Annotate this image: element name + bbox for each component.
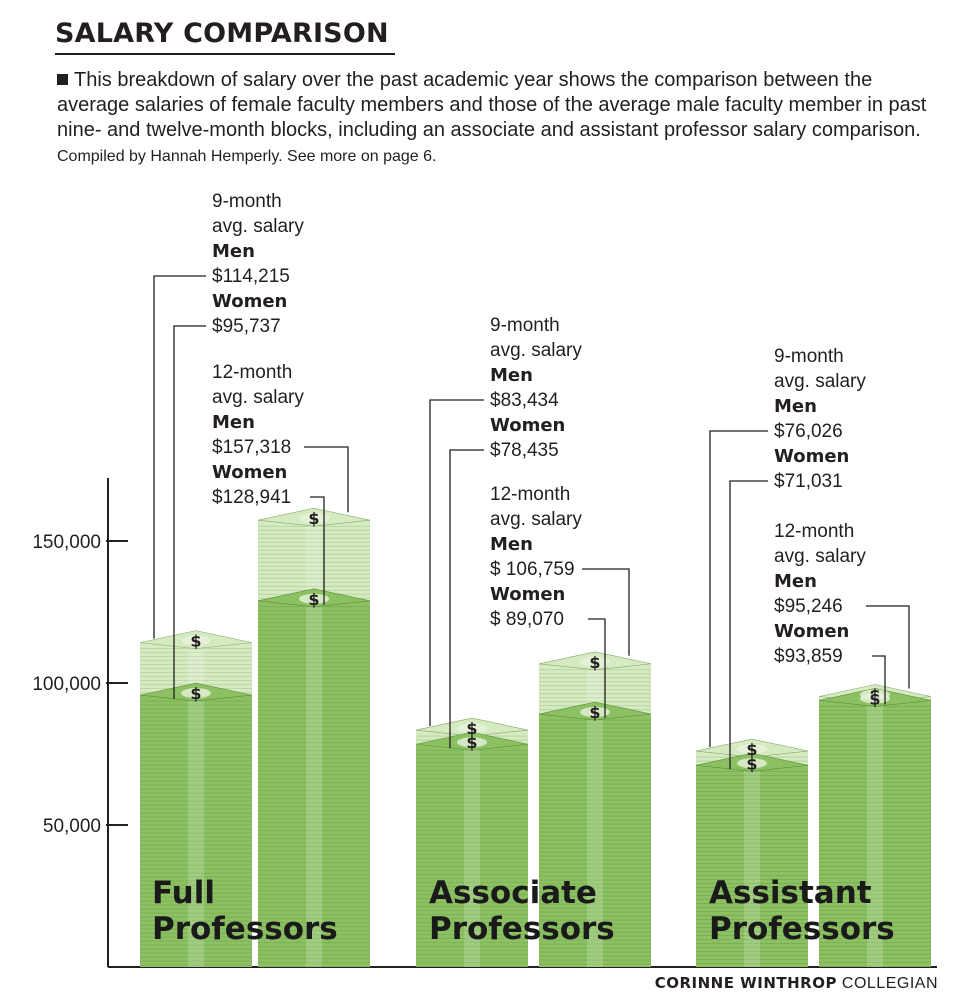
men-leader-line xyxy=(153,275,206,639)
period-subheading: avg. salary xyxy=(774,546,866,567)
category-label: Associate xyxy=(429,875,597,911)
women-leader-line xyxy=(310,496,325,605)
men-leader-line xyxy=(582,568,630,656)
bar-women-2 xyxy=(415,731,529,967)
women-label: Women xyxy=(774,621,849,642)
men-label: Men xyxy=(774,396,817,417)
men-leader-line xyxy=(709,430,768,748)
period-subheading: avg. salary xyxy=(212,387,304,408)
bar-women-1 xyxy=(257,588,371,968)
men-label: Men xyxy=(490,534,533,555)
women-leader-line xyxy=(173,325,206,700)
women-salary-label: $93,859 xyxy=(774,646,843,667)
square-bullet-icon xyxy=(57,74,68,85)
dollar-sign-icon: $ xyxy=(308,509,319,528)
dollar-sign-icon-seal xyxy=(181,635,211,646)
dollar-sign-icon: $ xyxy=(589,703,600,722)
dollar-sign-icon-seal xyxy=(860,693,890,704)
chart-title: SALARY COMPARISON xyxy=(55,18,389,49)
dollar-sign-icon: $ xyxy=(190,684,201,703)
period-heading: 9-month xyxy=(490,315,560,336)
dollar-sign-icon: $ xyxy=(308,590,319,609)
dollar-sign-icon-seal xyxy=(457,723,487,734)
men-label: Men xyxy=(212,412,255,433)
intro-body: This breakdown of salary over the past a… xyxy=(57,69,927,141)
men-salary-label: $157,318 xyxy=(212,437,291,458)
women-salary-label: $95,737 xyxy=(212,316,281,337)
women-label: Women xyxy=(774,446,849,467)
women-leader-line xyxy=(588,618,606,719)
y-tick-label: 100,000 xyxy=(32,674,101,695)
period-heading: 12-month xyxy=(774,521,854,542)
dollar-sign-icon: $ xyxy=(746,740,757,759)
dollar-sign-icon: $ xyxy=(466,719,477,738)
dollar-sign-icon: $ xyxy=(869,689,880,708)
period-heading: 9-month xyxy=(774,346,844,367)
women-salary-label: $128,941 xyxy=(212,487,291,508)
women-leader-line xyxy=(872,655,886,705)
outlet-name: COLLEGIAN xyxy=(841,975,938,992)
men-salary-label: $95,246 xyxy=(774,596,843,617)
men-leader-line xyxy=(429,399,484,727)
period-subheading: avg. salary xyxy=(490,509,582,530)
men-label: Men xyxy=(212,241,255,262)
women-label: Women xyxy=(490,415,565,436)
men-label: Men xyxy=(774,571,817,592)
dollar-sign-icon-seal xyxy=(181,688,211,699)
men-salary-label: $114,215 xyxy=(212,266,290,287)
men-salary-label: $76,026 xyxy=(774,421,843,442)
y-tick-label: 50,000 xyxy=(43,816,101,837)
y-tick-label: 150,000 xyxy=(32,532,101,553)
period-heading: 9-month xyxy=(212,191,282,212)
bar-women-0 xyxy=(139,682,253,967)
dollar-sign-icon: $ xyxy=(589,653,600,672)
dollar-sign-icon-seal xyxy=(580,656,610,667)
men-salary-label: $83,434 xyxy=(490,390,559,411)
credit-line: Compiled by Hannah Hemperly. See more on… xyxy=(57,148,437,165)
dollar-sign-icon-seal xyxy=(299,593,329,604)
bar-women-3 xyxy=(538,701,652,967)
photographer-name: CORINNE WINTHROP xyxy=(654,974,837,992)
dollar-sign-icon: $ xyxy=(466,733,477,752)
category-label: Assistant xyxy=(709,875,872,911)
women-leader-line xyxy=(729,480,768,770)
category-label: Full xyxy=(152,875,215,911)
title-underline xyxy=(55,53,395,55)
women-label: Women xyxy=(212,291,287,312)
period-heading: 12-month xyxy=(490,484,570,505)
men-label: Men xyxy=(490,365,533,386)
category-label: Professors xyxy=(152,911,338,947)
women-leader-line xyxy=(449,449,484,749)
period-subheading: avg. salary xyxy=(212,216,304,237)
women-salary-label: $ 89,070 xyxy=(490,609,564,630)
men-salary-label: $ 106,759 xyxy=(490,559,575,580)
category-label: Professors xyxy=(709,911,895,947)
women-label: Women xyxy=(490,584,565,605)
dollar-sign-icon-seal xyxy=(457,737,487,748)
bar-women-4 xyxy=(695,752,809,967)
dollar-sign-icon-seal xyxy=(737,758,767,769)
photo-credit: CORINNE WINTHROP COLLEGIAN xyxy=(655,974,938,993)
period-subheading: avg. salary xyxy=(774,371,866,392)
intro-text: This breakdown of salary over the past a… xyxy=(57,68,927,169)
dollar-sign-icon-seal xyxy=(580,707,610,718)
dollar-sign-icon: $ xyxy=(190,632,201,651)
men-leader-line xyxy=(304,446,349,513)
period-subheading: avg. salary xyxy=(490,340,582,361)
women-salary-label: $71,031 xyxy=(774,471,843,492)
dollar-sign-icon: $ xyxy=(746,754,757,773)
women-label: Women xyxy=(212,462,287,483)
category-label: Professors xyxy=(429,911,615,947)
dollar-sign-icon-seal xyxy=(737,744,767,755)
period-heading: 12-month xyxy=(212,362,292,383)
dollar-sign-icon-seal xyxy=(299,513,329,524)
women-salary-label: $78,435 xyxy=(490,440,559,461)
men-leader-line xyxy=(866,605,910,689)
bar-women-5 xyxy=(818,688,932,967)
